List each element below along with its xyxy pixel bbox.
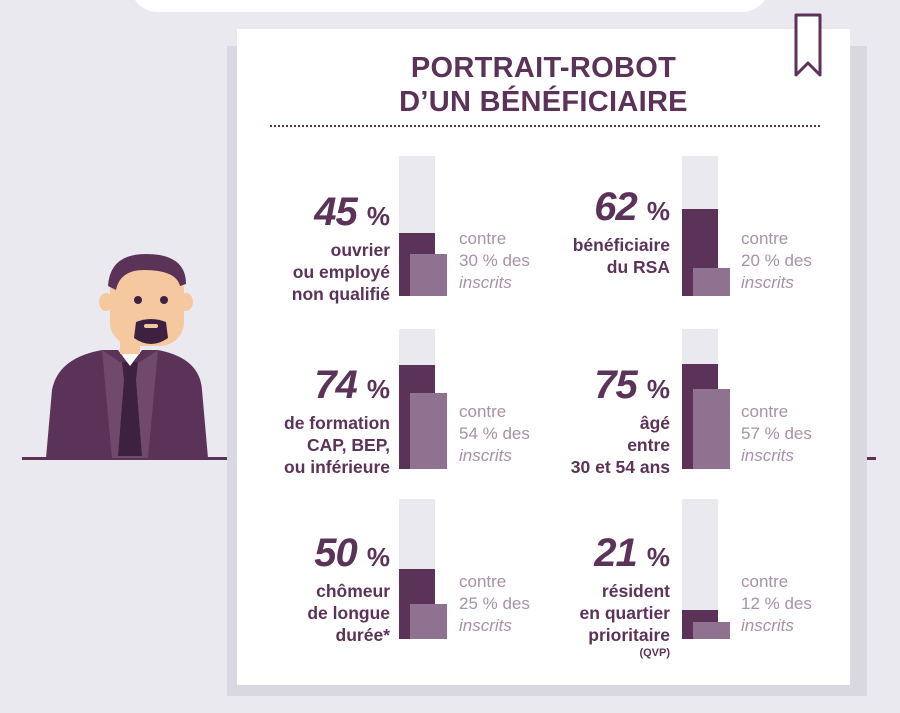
stat-rsa-recipient: 62 % bénéficiaire du RSA [540, 184, 670, 278]
stat-age-range: 75 % âgé entre 30 et 54 ans [540, 362, 670, 478]
bar-inscrits [410, 604, 447, 639]
bar-inscrits [693, 389, 730, 469]
title-divider [270, 125, 820, 127]
stat-long-term-unemployed: 50 % chômeur de longue durée* [260, 530, 390, 646]
comparison-text: contre 25 % des inscrits [459, 572, 530, 635]
stat-unskilled-worker: 45 % ouvrier ou employé non qualifié [260, 189, 390, 305]
bar-track [682, 329, 730, 469]
floor-line-left [22, 457, 238, 460]
bar-inscrits [693, 622, 730, 639]
bar-track [399, 329, 447, 469]
stat-value: 45 % [314, 190, 390, 234]
comparison-text: contre 57 % des inscrits [741, 402, 812, 465]
stat-description: âgé entre 30 et 54 ans [570, 413, 670, 477]
comparison-text: contre 12 % des inscrits [741, 572, 812, 635]
stat-description: bénéficiaire du RSA [572, 235, 670, 277]
comparison-text: contre 30 % des inscrits [459, 229, 530, 292]
comparison-text: contre 20 % des inscrits [741, 229, 812, 292]
stat-description: ouvrier ou employé non qualifié [291, 240, 390, 304]
stat-value: 75 % [594, 363, 670, 407]
bar-track [682, 156, 730, 296]
stat-description: chômeur de longue durée* [307, 581, 390, 645]
stat-value: 21 % [594, 531, 670, 575]
person-illustration [46, 254, 208, 458]
bar-inscrits [410, 393, 447, 469]
title-line-1: PORTRAIT-ROBOT [410, 52, 677, 84]
bar-inscrits [410, 254, 447, 296]
stat-value: 62 % [594, 185, 670, 229]
stat-value: 74 % [314, 363, 390, 407]
stat-note: (QVP) [639, 647, 670, 659]
stat-description: de formation CAP, BEP, ou inférieure [284, 413, 390, 477]
top-panel-edge [130, 0, 770, 12]
stat-value: 50 % [314, 531, 390, 575]
bookmark-icon [794, 13, 822, 77]
bar-track [399, 499, 447, 639]
comparison-text: contre 54 % des inscrits [459, 402, 530, 465]
bar-inscrits [693, 268, 730, 296]
title-line-2: D’UN BÉNÉFICIAIRE [399, 86, 688, 118]
bar-track [682, 499, 730, 639]
stat-priority-neighborhood: 21 % résident en quartier prioritaire (Q… [540, 530, 670, 660]
portrait-card: PORTRAIT-ROBOT D’UN BÉNÉFICIAIRE 45 % ou… [237, 13, 850, 685]
stat-description: résident en quartier prioritaire [579, 581, 670, 645]
bar-track [399, 156, 447, 296]
stat-education-level: 74 % de formation CAP, BEP, ou inférieur… [260, 362, 390, 478]
